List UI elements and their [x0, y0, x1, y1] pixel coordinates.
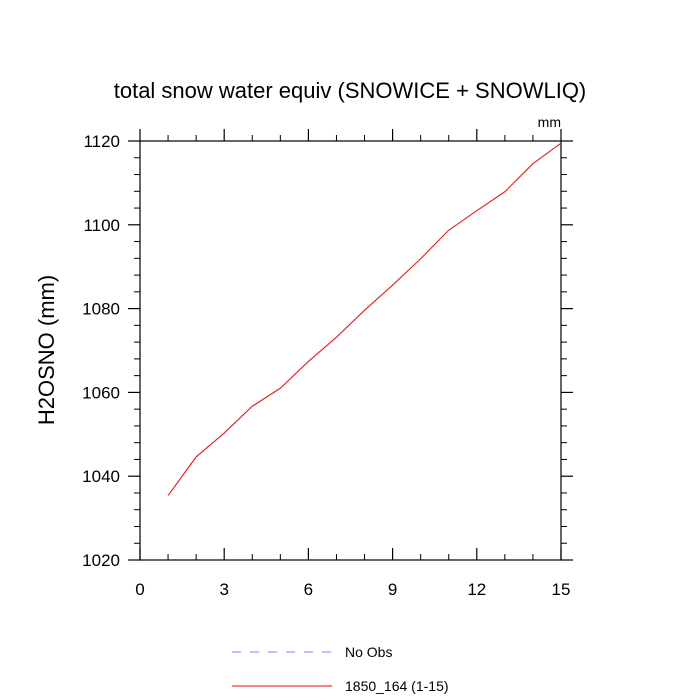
x-tick-label: 6	[304, 580, 313, 599]
chart-title: total snow water equiv (SNOWICE + SNOWLI…	[114, 78, 587, 103]
y-tick-label: 1120	[83, 132, 120, 151]
series-line-1	[167, 142, 562, 496]
x-tick-label: 15	[552, 580, 571, 599]
y-tick-label: 1040	[82, 467, 120, 486]
x-tick-label: 12	[467, 580, 486, 599]
y-axis-label: H2OSNO (mm)	[34, 275, 59, 425]
y-tick-label: 1020	[82, 551, 120, 570]
y-tick-label: 1100	[83, 216, 120, 235]
plot-area: 0 3 6 9 12 15 1020 1040 1060 1080 1100 1120	[82, 129, 573, 599]
x-tick-label: 9	[388, 580, 397, 599]
legend-label-0: No Obs	[345, 644, 392, 660]
plot-frame	[139, 140, 562, 561]
x-tick-label: 3	[219, 580, 228, 599]
legend: No Obs 1850_164 (1-15)	[232, 644, 449, 694]
legend-label-1: 1850_164 (1-15)	[345, 678, 449, 694]
y-tick-label: 1080	[82, 300, 120, 319]
units-label: mm	[538, 114, 561, 130]
y-tick-label: 1060	[82, 383, 120, 402]
x-tick-label: 0	[135, 580, 144, 599]
